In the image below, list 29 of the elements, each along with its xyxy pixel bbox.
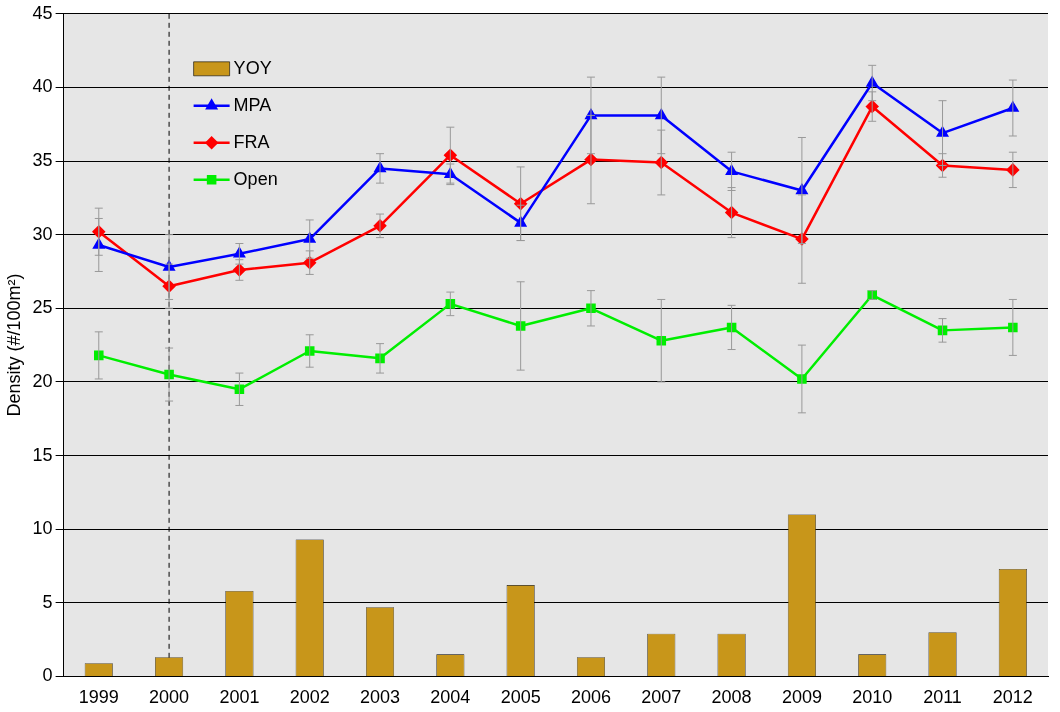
x-tick-label: 2004	[430, 687, 471, 708]
legend-label: MPA	[233, 94, 272, 115]
x-tick-label: 2002	[289, 687, 330, 708]
y-tick-label: 25	[32, 297, 53, 318]
y-tick-label: 10	[32, 518, 53, 539]
x-tick-label: 2000	[149, 687, 190, 708]
legend-label: FRA	[233, 131, 270, 152]
x-tick-label: 2003	[360, 687, 401, 708]
legend-label: Open	[233, 168, 278, 189]
x-tick-label: 2012	[992, 687, 1033, 708]
y-tick-label: 20	[32, 370, 53, 391]
x-tick-label: 2008	[711, 687, 752, 708]
x-tick-label: 2006	[570, 687, 611, 708]
x-tick-label: 2011	[923, 687, 962, 708]
x-tick-label: 2010	[852, 687, 893, 708]
x-tick-label: 2007	[641, 687, 682, 708]
y-tick-label: 0	[42, 665, 53, 686]
y-tick-label: 30	[32, 223, 53, 244]
x-tick-label: 2005	[500, 687, 541, 708]
y-tick-label: 15	[32, 444, 53, 465]
y-tick-label: 35	[32, 150, 53, 171]
y-tick-label: 5	[42, 591, 53, 612]
y-tick-label: 40	[32, 76, 53, 97]
x-tick-label: 1999	[78, 687, 119, 708]
y-axis-title: Density (#/100m²)	[3, 273, 24, 417]
x-tick-label: 2001	[219, 687, 260, 708]
legend-label: YOY	[233, 57, 272, 78]
x-tick-label: 2009	[781, 687, 822, 708]
y-tick-label: 45	[32, 2, 53, 23]
